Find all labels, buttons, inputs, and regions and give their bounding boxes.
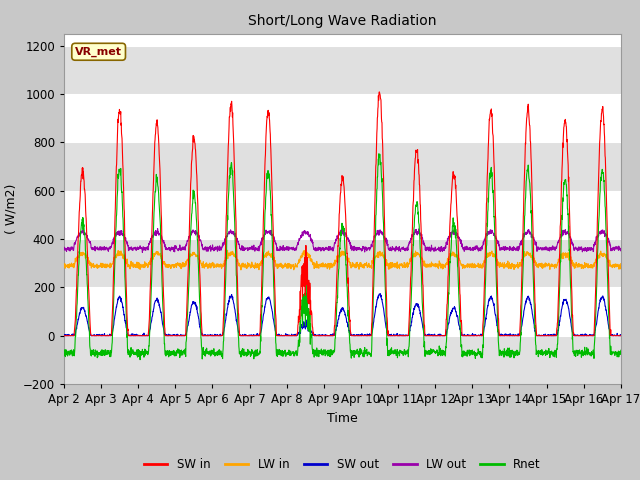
Bar xyxy=(64,143,621,191)
Bar xyxy=(64,46,621,94)
Bar xyxy=(64,239,621,288)
Legend: SW in, LW in, SW out, LW out, Rnet: SW in, LW in, SW out, LW out, Rnet xyxy=(139,454,546,476)
Y-axis label: ( W/m2): ( W/m2) xyxy=(4,184,17,234)
Text: VR_met: VR_met xyxy=(75,47,122,57)
X-axis label: Time: Time xyxy=(327,411,358,425)
Bar xyxy=(64,336,621,384)
Title: Short/Long Wave Radiation: Short/Long Wave Radiation xyxy=(248,14,436,28)
